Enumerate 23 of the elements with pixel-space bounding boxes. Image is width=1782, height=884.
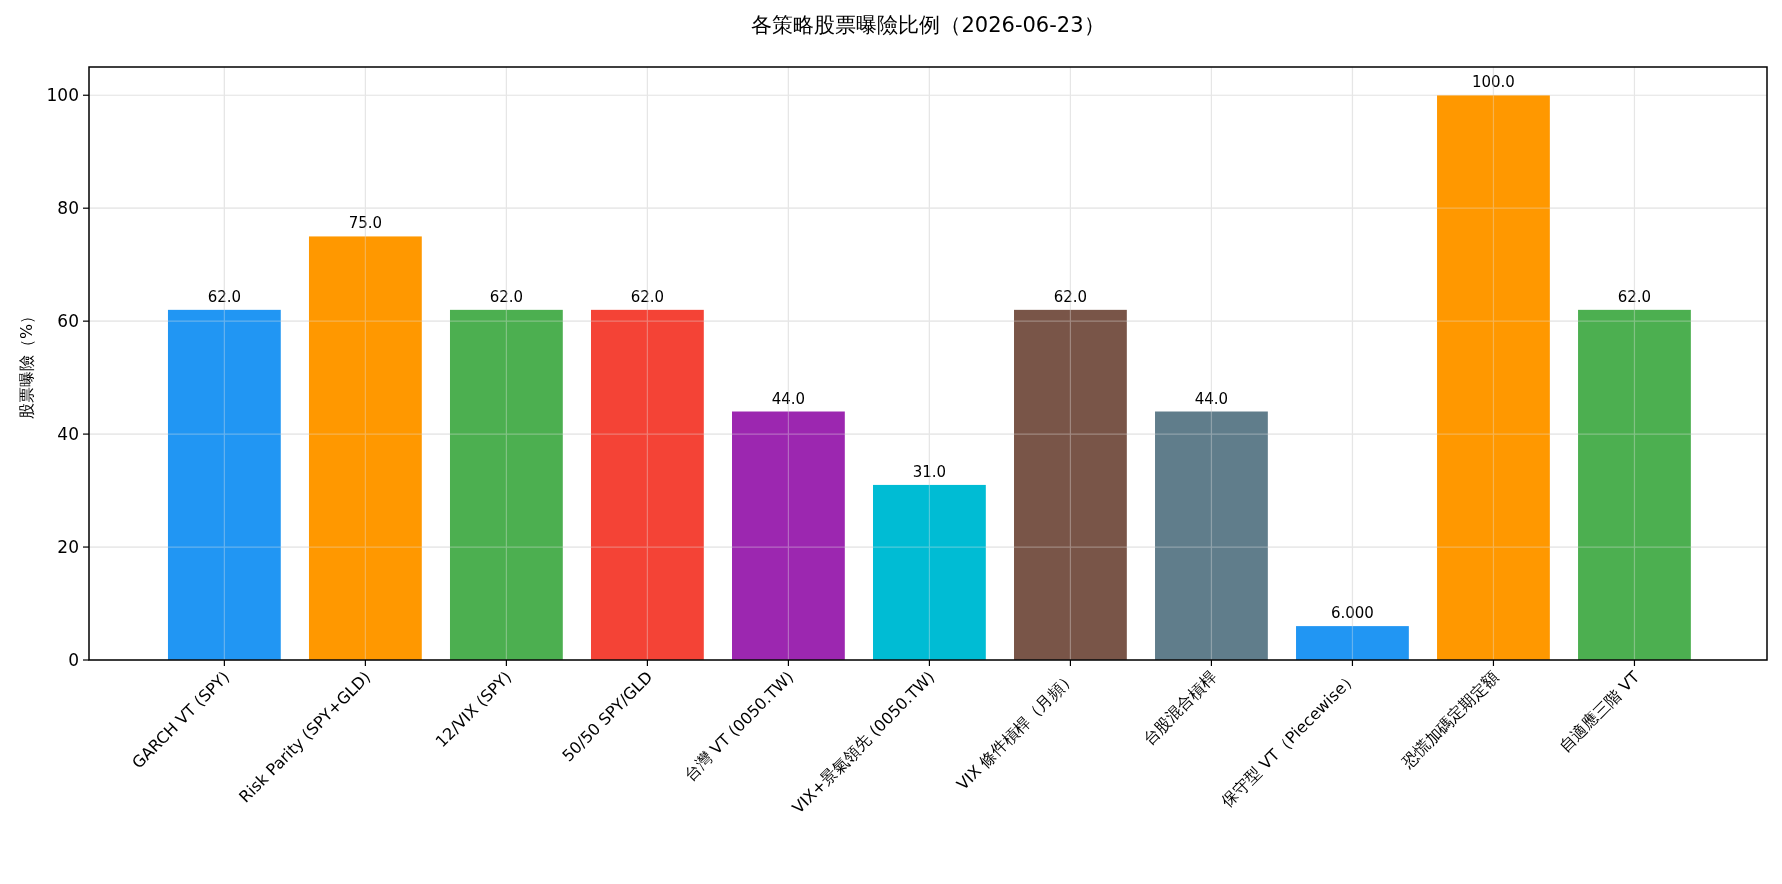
- data-label: 62.0: [1053, 287, 1088, 306]
- data-label: 44.0: [771, 389, 806, 408]
- y-tick-label: 20: [57, 537, 79, 558]
- y-tick-label: 60: [57, 311, 79, 332]
- data-label: 6.000: [1330, 604, 1374, 623]
- x-tick-label: VIX 條件槓桿（月頻）: [952, 667, 1080, 794]
- data-label: 62.0: [489, 287, 524, 306]
- data-label: 62.0: [207, 287, 242, 306]
- x-tick-label: 自適應三階 VT: [1555, 667, 1644, 756]
- data-label: 31.0: [912, 462, 947, 481]
- data-label: 44.0: [1194, 389, 1229, 408]
- y-tick-label: 40: [57, 424, 79, 445]
- data-label: 100.0: [1471, 73, 1515, 92]
- y-tick-label: 100: [46, 85, 79, 106]
- data-label: 75.0: [348, 214, 383, 233]
- data-label: 62.0: [630, 287, 665, 306]
- x-tick-label: 恐慌加碼定期定額: [1397, 667, 1503, 773]
- y-tick-label: 80: [57, 198, 79, 219]
- chart-title: 各策略股票曝險比例（2026-06-23）: [751, 13, 1105, 37]
- y-tick-label: 0: [68, 650, 79, 670]
- y-axis-title: 股票曝險（%）: [17, 307, 36, 420]
- x-tick-label: 台股混合槓桿: [1138, 667, 1221, 749]
- data-label: 62.0: [1617, 287, 1652, 306]
